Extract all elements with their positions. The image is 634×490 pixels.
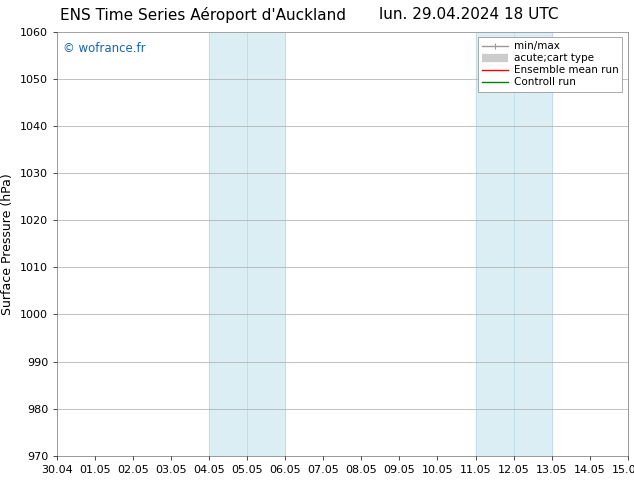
Text: lun. 29.04.2024 18 UTC: lun. 29.04.2024 18 UTC [379,7,559,23]
Y-axis label: Surface Pressure (hPa): Surface Pressure (hPa) [1,173,15,315]
Legend: min/max, acute;cart type, Ensemble mean run, Controll run: min/max, acute;cart type, Ensemble mean … [478,37,623,92]
Bar [209,32,285,456]
Bar [476,32,552,456]
Text: © wofrance.fr: © wofrance.fr [63,43,145,55]
Text: ENS Time Series Aéroport d'Auckland: ENS Time Series Aéroport d'Auckland [60,7,346,24]
